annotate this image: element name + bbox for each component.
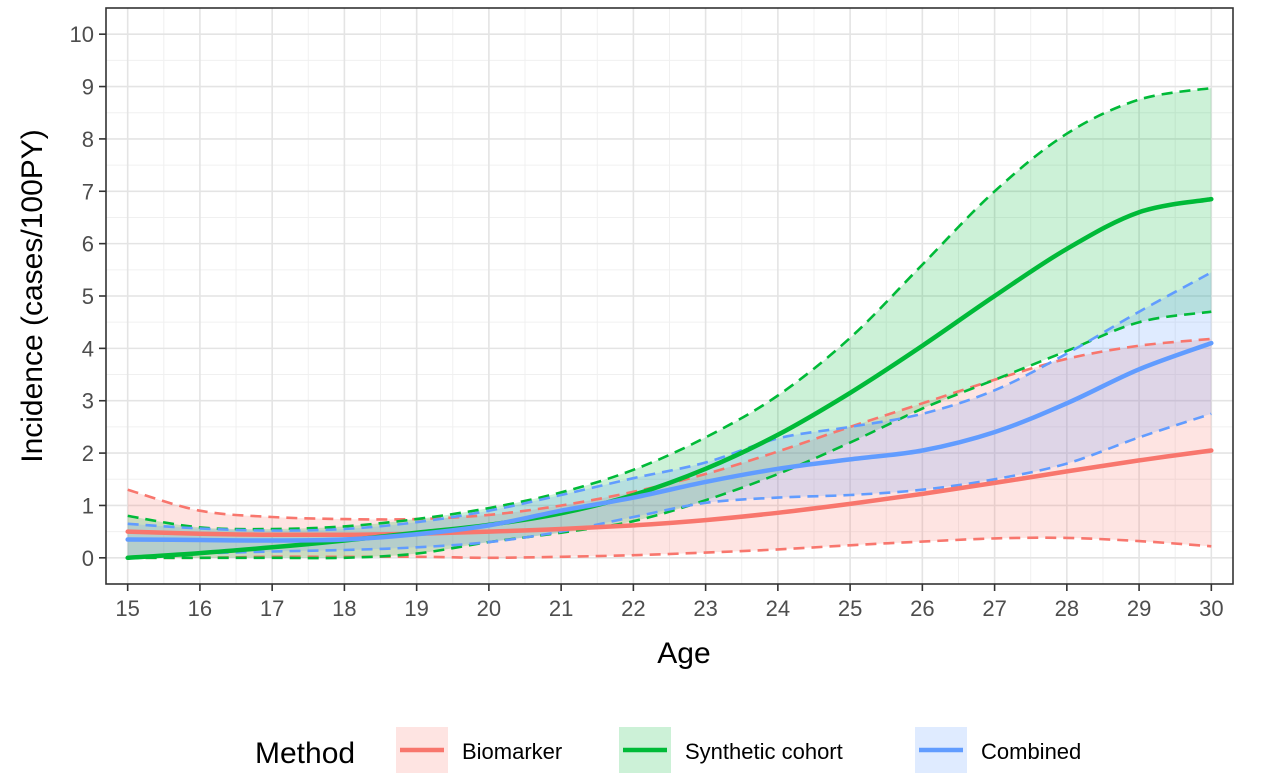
- x-tick-label: 20: [477, 596, 501, 621]
- ribbon-0: [127, 338, 1212, 558]
- series-line-2: [125, 340, 1214, 543]
- y-tick-label: 4: [82, 336, 94, 361]
- x-tick-label: 28: [1055, 596, 1079, 621]
- upper-bound-1: [127, 86, 1212, 531]
- y-tick-label: 7: [82, 179, 94, 204]
- x-tick-label: 27: [982, 596, 1006, 621]
- x-tick-label: 29: [1127, 596, 1151, 621]
- legend-label: Biomarker: [462, 739, 562, 764]
- lower-bound-1: [127, 310, 1212, 560]
- y-tick-label: 3: [82, 389, 94, 414]
- legend-item-2: Combined: [915, 727, 1081, 773]
- upper-bound-2: [127, 271, 1212, 532]
- y-tick-label: 2: [82, 441, 94, 466]
- x-tick-label: 24: [766, 596, 790, 621]
- series-line-0: [125, 448, 1214, 538]
- x-tick-label: 18: [332, 596, 356, 621]
- series-lines: [125, 196, 1214, 561]
- y-tick-label: 9: [82, 75, 94, 100]
- x-tick-label: 26: [910, 596, 934, 621]
- x-tick-label: 30: [1199, 596, 1223, 621]
- legend-item-1: Synthetic cohort: [619, 727, 843, 773]
- legend-label: Combined: [981, 739, 1081, 764]
- x-tick-label: 22: [621, 596, 645, 621]
- legend-item-0: Biomarker: [396, 727, 562, 773]
- y-axis-title: Incidence (cases/100PY): [16, 129, 49, 463]
- y-tick-label: 6: [82, 232, 94, 257]
- y-axis-ticks: 0 1 2 3 4 5 6 7 8 9 10: [70, 22, 106, 571]
- x-axis-title: Age: [657, 637, 710, 670]
- series-line-1: [125, 196, 1214, 561]
- lower-bound-0: [127, 536, 1212, 560]
- y-tick-label: 8: [82, 127, 94, 152]
- ribbon-1: [127, 88, 1212, 559]
- y-tick-label: 10: [70, 22, 94, 47]
- legend-label: Synthetic cohort: [685, 739, 843, 764]
- x-tick-label: 17: [260, 596, 284, 621]
- y-tick-label: 1: [82, 493, 94, 518]
- x-tick-label: 16: [188, 596, 212, 621]
- x-axis-ticks: 15 16 17 18 19 20 21 22 23 24 25 26 27 28 29 30: [115, 584, 1224, 621]
- legend: Method Biomarker Synthetic cohort Combined: [255, 727, 1081, 773]
- x-tick-label: 15: [115, 596, 139, 621]
- legend-title: Method: [255, 737, 355, 770]
- x-tick-label: 21: [549, 596, 573, 621]
- x-tick-label: 25: [838, 596, 862, 621]
- y-tick-label: 0: [82, 546, 94, 571]
- x-tick-label: 23: [693, 596, 717, 621]
- lower-bound-2: [127, 412, 1212, 560]
- x-tick-label: 19: [404, 596, 428, 621]
- y-tick-label: 5: [82, 284, 94, 309]
